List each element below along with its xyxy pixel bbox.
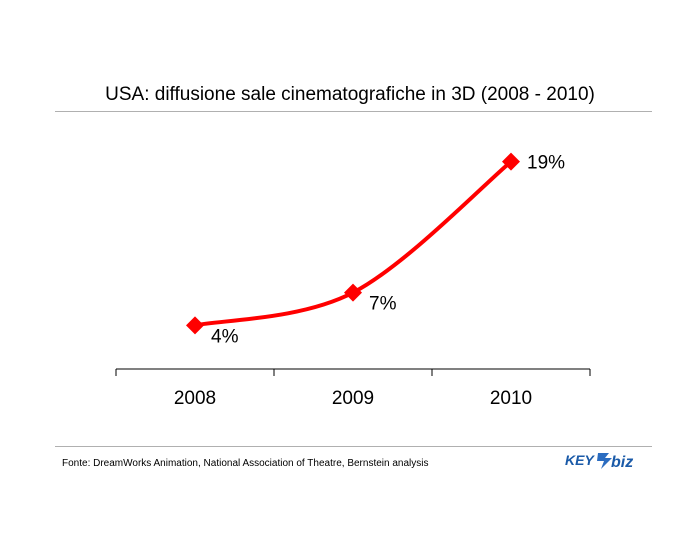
source-note: Fonte: DreamWorks Animation, National As… — [62, 458, 429, 469]
x-tick-label: 2010 — [490, 388, 532, 409]
data-label: 19% — [527, 153, 565, 174]
logo-text-biz: biz — [611, 454, 633, 471]
chart-title: USA: diffusione sale cinematografiche in… — [105, 84, 595, 105]
logo-arrow-icon — [597, 453, 612, 469]
data-point-marker — [502, 152, 520, 171]
key4biz-logo: KEY biz — [565, 452, 633, 471]
top-divider — [55, 111, 652, 112]
x-axis: 2008 2009 2010 — [115, 368, 591, 409]
logo-text-key: KEY — [565, 452, 595, 468]
data-label: 4% — [211, 326, 239, 347]
data-labels: 4% 7% 19% — [211, 153, 565, 348]
x-tick-label: 2009 — [332, 388, 374, 409]
data-point-marker — [186, 316, 204, 335]
data-label: 7% — [369, 294, 397, 315]
x-tick-label: 2008 — [174, 388, 216, 409]
bottom-divider — [55, 446, 652, 447]
data-markers — [186, 152, 520, 335]
data-point-marker — [344, 283, 362, 302]
